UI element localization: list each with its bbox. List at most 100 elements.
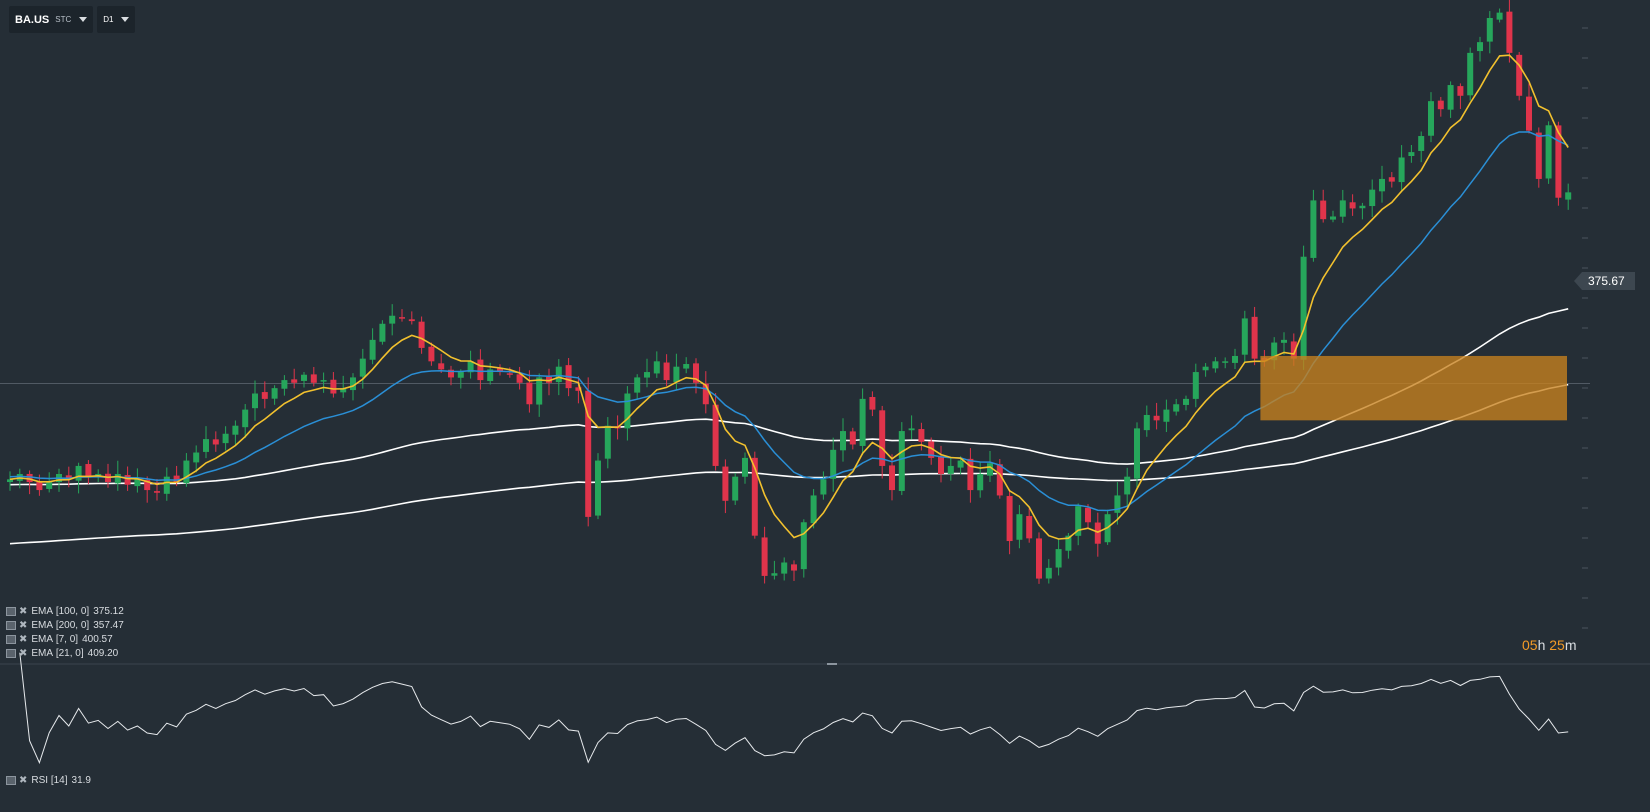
candle — [26, 470, 33, 495]
support-zone[interactable] — [1260, 355, 1567, 421]
candle — [800, 519, 807, 578]
candle — [683, 357, 690, 374]
close-icon[interactable]: ✖ — [19, 634, 28, 645]
indicator-legend-ema200[interactable]: ✖ EMA [200, 0] 357.47 — [6, 620, 124, 631]
candle — [222, 426, 229, 451]
candle — [389, 304, 396, 336]
candle — [369, 328, 376, 365]
candle — [340, 375, 347, 398]
candle — [1320, 189, 1327, 223]
candle — [585, 377, 592, 527]
settings-icon[interactable] — [6, 649, 16, 658]
candle — [1369, 179, 1376, 217]
candle — [1516, 51, 1523, 101]
candle — [575, 376, 582, 404]
candle — [879, 405, 886, 479]
candle — [497, 364, 503, 376]
candle — [516, 366, 523, 390]
candle — [261, 381, 268, 409]
candle — [1124, 467, 1131, 507]
settings-icon[interactable] — [6, 621, 16, 630]
candle — [1457, 83, 1464, 109]
candle — [1349, 194, 1356, 216]
candle — [644, 358, 650, 388]
settings-icon[interactable] — [6, 607, 16, 616]
indicator-legend-ema100[interactable]: ✖ EMA [100, 0] 375.12 — [6, 606, 124, 617]
candle — [1477, 36, 1483, 62]
candle — [448, 365, 454, 386]
candle — [1310, 189, 1317, 262]
candle — [418, 316, 425, 354]
candle — [1251, 306, 1258, 366]
candle — [193, 445, 200, 473]
pane-resize-handle[interactable] — [827, 663, 837, 665]
candle — [291, 368, 298, 389]
candle — [1153, 402, 1160, 430]
candle — [791, 560, 797, 582]
close-icon[interactable]: ✖ — [19, 606, 28, 617]
candle — [1241, 310, 1248, 363]
candle — [546, 368, 552, 396]
candle — [1212, 357, 1219, 373]
settings-icon[interactable] — [6, 776, 16, 785]
candle — [1408, 144, 1415, 163]
candle — [702, 371, 709, 414]
candle — [1447, 81, 1454, 118]
candle — [1006, 489, 1013, 555]
candle — [85, 460, 92, 485]
candle — [1545, 121, 1552, 184]
candle — [1222, 357, 1229, 369]
zone-rect[interactable] — [1260, 355, 1567, 421]
price-axis-ticks — [1582, 27, 1588, 629]
candle — [947, 456, 954, 481]
candle — [1565, 183, 1572, 210]
symbol-type: STC — [55, 15, 72, 24]
indicator-legend-rsi[interactable]: ✖ RSI [14] 31.9 — [6, 775, 91, 786]
candle — [604, 417, 611, 469]
chevron-down-icon — [79, 17, 88, 22]
candle — [1339, 189, 1346, 223]
candle — [1418, 131, 1425, 163]
candle — [242, 404, 249, 439]
timeframe-selector[interactable]: D1 — [97, 6, 136, 33]
candles — [7, 0, 1572, 584]
candle — [722, 459, 729, 514]
candle — [310, 366, 317, 387]
candle — [154, 478, 160, 501]
close-icon[interactable]: ✖ — [19, 648, 28, 659]
candle — [359, 348, 366, 389]
close-icon[interactable]: ✖ — [19, 620, 28, 631]
candle — [781, 557, 788, 581]
candle — [1330, 210, 1336, 223]
candle — [428, 342, 435, 366]
indicator-legend-ema7[interactable]: ✖ EMA [7, 0] 400.57 — [6, 634, 113, 645]
symbol-selector[interactable]: BA.US STC — [9, 6, 94, 33]
candle — [624, 386, 631, 441]
candle — [163, 467, 170, 501]
candle — [820, 471, 827, 500]
close-icon[interactable]: ✖ — [19, 775, 28, 786]
symbol-label: BA.US — [15, 13, 50, 26]
candle — [1535, 127, 1542, 188]
candle — [771, 560, 778, 580]
ema-200-path — [9, 383, 1569, 545]
candle — [673, 353, 680, 391]
candle — [408, 311, 415, 325]
candle — [928, 437, 935, 465]
candle — [1173, 398, 1180, 416]
candle — [1192, 363, 1199, 408]
candle — [1555, 121, 1562, 206]
candle — [212, 431, 219, 452]
candle — [1398, 145, 1405, 193]
candle — [810, 489, 817, 529]
indicator-legend-ema21[interactable]: ✖ EMA [21, 0] 409.20 — [6, 648, 118, 659]
candle — [1486, 11, 1493, 54]
candle — [1036, 532, 1042, 584]
candle — [232, 420, 239, 446]
candle — [1114, 482, 1121, 525]
candle — [271, 385, 278, 405]
candle — [1379, 165, 1385, 203]
settings-icon[interactable] — [6, 635, 16, 644]
candle — [849, 427, 856, 450]
